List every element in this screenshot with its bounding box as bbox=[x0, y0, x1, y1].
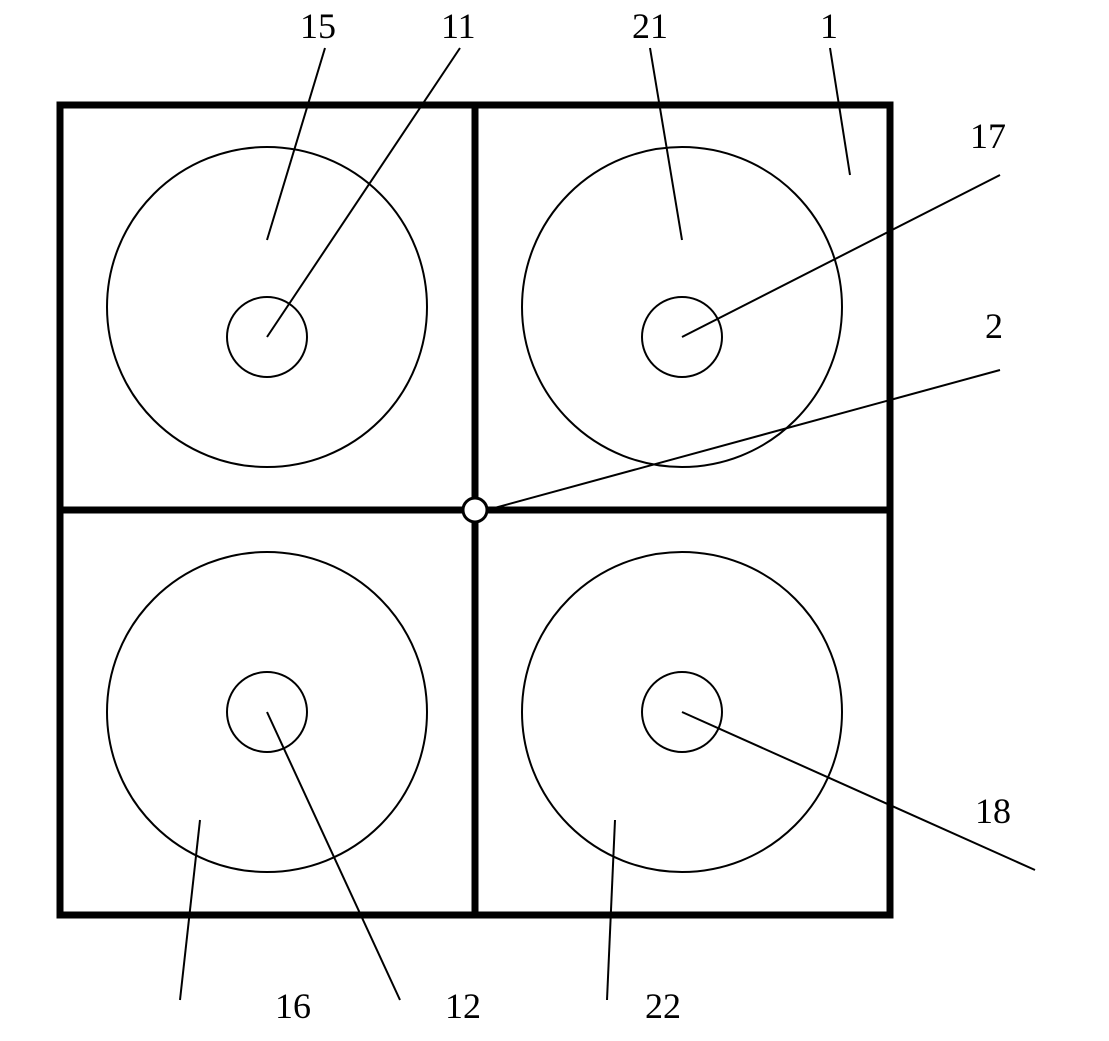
leader-1 bbox=[830, 48, 850, 175]
label-21: 21 bbox=[632, 5, 668, 47]
label-1: 1 bbox=[820, 5, 838, 47]
label-18: 18 bbox=[975, 790, 1011, 832]
leader-15 bbox=[267, 48, 325, 240]
leader-2 bbox=[487, 370, 1000, 510]
leader-21 bbox=[650, 48, 682, 240]
label-11: 11 bbox=[441, 5, 476, 47]
center-dot bbox=[463, 498, 487, 522]
tr-outer-circle bbox=[522, 147, 842, 467]
leader-11 bbox=[267, 48, 460, 337]
leader-12 bbox=[267, 712, 400, 1000]
label-15: 15 bbox=[300, 5, 336, 47]
tl-outer-circle bbox=[107, 147, 427, 467]
diagram-svg bbox=[0, 0, 1109, 1041]
label-12: 12 bbox=[445, 985, 481, 1027]
label-22: 22 bbox=[645, 985, 681, 1027]
diagram-container: 15 11 21 1 17 2 18 16 12 22 bbox=[0, 0, 1109, 1041]
label-2: 2 bbox=[985, 305, 1003, 347]
leader-22 bbox=[607, 820, 615, 1000]
label-16: 16 bbox=[275, 985, 311, 1027]
label-17: 17 bbox=[970, 115, 1006, 157]
